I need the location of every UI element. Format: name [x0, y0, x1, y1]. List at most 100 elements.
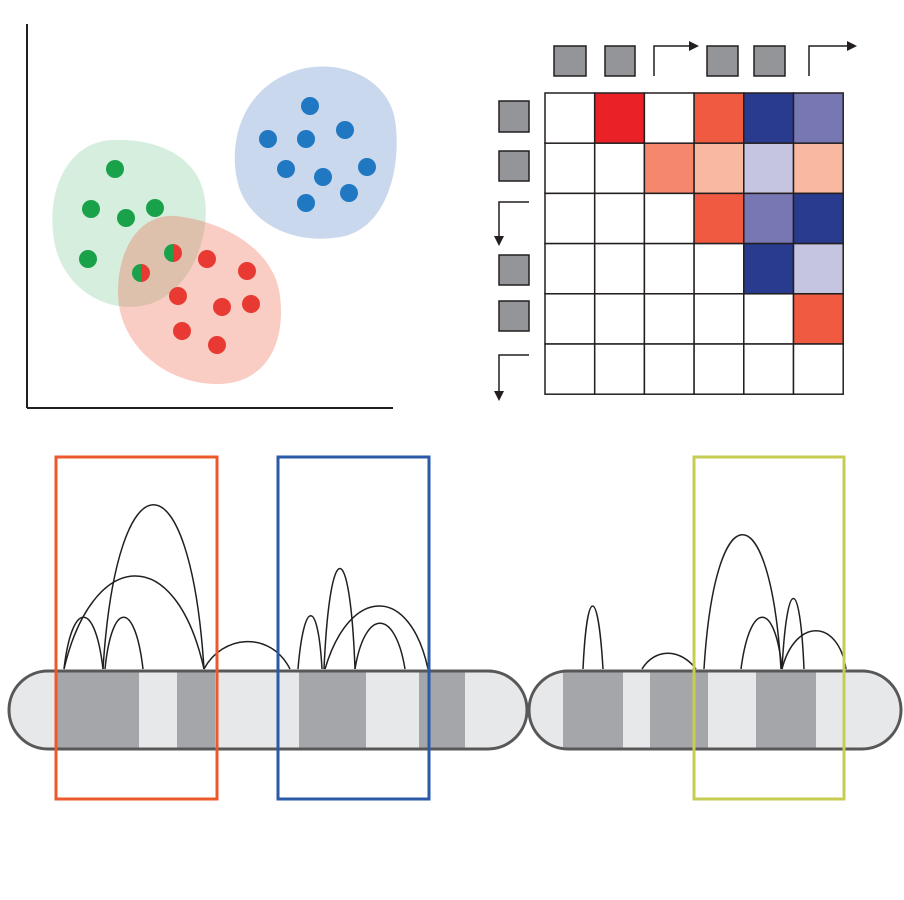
red-point — [169, 287, 187, 305]
matrix-cell — [743, 92, 795, 144]
matrix-cell — [593, 92, 646, 144]
blue-point — [358, 158, 376, 176]
red-cluster-region — [118, 215, 281, 385]
matrix-cell — [693, 343, 745, 395]
matrix-cell — [743, 142, 795, 195]
matrix-cell — [792, 343, 844, 395]
row-direction-arrow — [494, 201, 529, 246]
loop-arcs — [63, 504, 847, 670]
blue-point — [277, 160, 295, 178]
matrix-cell — [544, 142, 596, 195]
blue-point — [336, 121, 354, 139]
matrix-cells — [544, 92, 844, 395]
blue-point — [259, 130, 277, 148]
loop-arc — [297, 615, 323, 670]
matrix-cell — [593, 142, 646, 195]
matrix-cell — [544, 343, 596, 395]
row-feature-box — [498, 100, 530, 133]
matrix-cell — [544, 242, 596, 295]
shared-point — [164, 244, 182, 262]
matrix-cell — [743, 293, 795, 345]
highlight-box-yellow — [692, 455, 846, 801]
matrix-cell — [693, 92, 745, 144]
row-direction-arrow — [494, 354, 529, 401]
matrix-cell — [643, 192, 695, 245]
loop-arc — [102, 504, 205, 670]
blue-cluster-region — [234, 66, 397, 239]
column-direction-arrow — [653, 41, 699, 76]
matrix-cell — [792, 242, 844, 295]
column-feature-box — [753, 45, 786, 77]
chromosome-panel — [7, 455, 903, 801]
highlight-box-orange — [54, 455, 219, 801]
blue-point — [297, 130, 315, 148]
chromosome-band — [57, 671, 139, 749]
matrix-cell — [792, 92, 844, 144]
loop-arc — [63, 575, 205, 670]
loop-arc — [781, 630, 847, 670]
matrix-cell — [643, 92, 695, 144]
matrix-cell — [693, 192, 745, 245]
chromosome-1 — [7, 669, 529, 751]
loop-arc — [104, 616, 144, 670]
matrix-cell — [792, 142, 844, 195]
red-point — [242, 295, 260, 313]
shared-point — [132, 264, 150, 282]
column-feature-box — [604, 45, 636, 77]
chromosome-band — [650, 671, 708, 749]
loop-arc — [582, 605, 604, 670]
blue-point — [314, 168, 332, 186]
row-feature-box — [498, 254, 530, 286]
green-point — [117, 209, 135, 227]
red-point — [208, 336, 226, 354]
chromosome-band — [419, 671, 465, 749]
loop-arc — [354, 622, 406, 670]
interaction-matrix-panel — [494, 41, 857, 401]
matrix-cell — [743, 242, 795, 295]
matrix-cell — [643, 142, 695, 195]
blue-point — [297, 194, 315, 212]
column-feature-box — [553, 45, 587, 77]
loop-arc — [641, 652, 697, 670]
highlight-box-blue — [276, 455, 431, 801]
loop-arc — [63, 616, 104, 670]
red-points — [169, 250, 260, 354]
matrix-cell — [643, 242, 695, 295]
matrix-cell — [693, 142, 745, 195]
chromosome-band — [299, 671, 366, 749]
red-point — [173, 322, 191, 340]
column-direction-arrow — [808, 41, 857, 76]
blue-point — [301, 97, 319, 115]
chromosome-band — [756, 671, 816, 749]
matrix-cell — [792, 293, 844, 345]
row-feature-box — [498, 150, 530, 182]
red-point — [238, 262, 256, 280]
matrix-cell — [593, 293, 646, 345]
matrix-cell — [544, 92, 596, 144]
red-point — [198, 250, 216, 268]
green-point — [146, 199, 164, 217]
matrix-cell — [544, 192, 596, 245]
matrix-cell — [593, 242, 646, 295]
chromosome-band — [563, 671, 623, 749]
loop-arc — [203, 640, 291, 670]
matrix-cell — [593, 192, 646, 245]
green-point — [82, 200, 100, 218]
loop-arc — [740, 616, 783, 670]
red-point — [213, 298, 231, 316]
matrix-cell — [544, 293, 596, 345]
cluster-scatter-panel — [26, 24, 397, 409]
loop-arc — [324, 605, 429, 670]
chromosome-band — [177, 671, 215, 749]
matrix-cell — [743, 192, 795, 245]
matrix-cell — [743, 343, 795, 395]
matrix-cell — [593, 343, 646, 395]
matrix-cell — [693, 242, 745, 295]
green-point — [106, 160, 124, 178]
blue-points — [259, 97, 376, 212]
blue-point — [340, 184, 358, 202]
loop-arc — [781, 598, 805, 670]
matrix-cell — [643, 343, 695, 395]
green-points — [79, 160, 164, 268]
